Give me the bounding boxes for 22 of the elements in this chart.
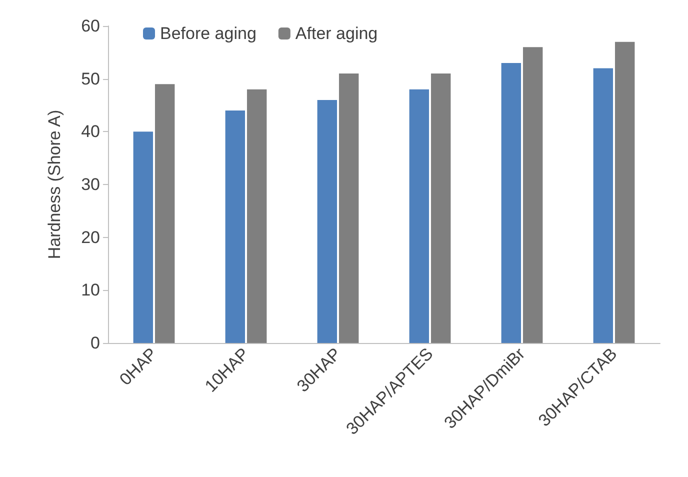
bar: [338, 74, 359, 343]
bar: [522, 47, 543, 343]
bar: [317, 100, 338, 343]
y-tick-label: 50: [81, 69, 100, 88]
bar: [430, 74, 451, 343]
bar: [501, 62, 522, 343]
legend-label: After aging: [295, 24, 378, 43]
bar: [225, 110, 246, 343]
y-tick-label: 30: [81, 175, 100, 194]
bar: [154, 84, 175, 343]
y-tick-label: 0: [90, 334, 100, 352]
bar: [246, 89, 267, 343]
y-tick-label: 60: [81, 16, 100, 36]
y-tick-label: 20: [81, 228, 100, 247]
y-axis-title: Hardness (Shore A): [45, 110, 64, 260]
bar: [133, 132, 154, 343]
legend-label: Before aging: [160, 24, 256, 43]
bar: [593, 68, 614, 343]
y-tick-label: 10: [81, 280, 100, 300]
bar: [614, 42, 635, 343]
y-tick-label: 40: [81, 122, 100, 142]
bar: [409, 89, 430, 343]
